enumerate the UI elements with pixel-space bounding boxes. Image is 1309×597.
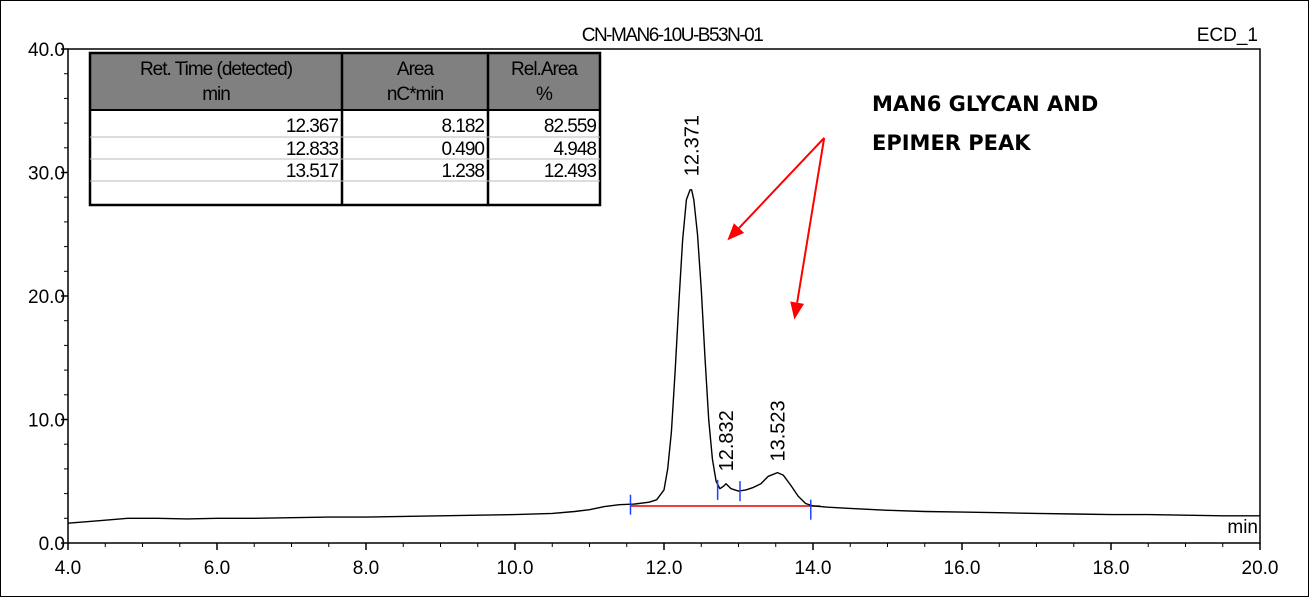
- peak-label: 12.371: [682, 115, 704, 176]
- annotation-line-1: MAN6 GLYCAN AND: [872, 92, 1098, 116]
- table-cell: 12.833: [286, 139, 339, 160]
- table-header-rel-area: Rel.Area: [511, 59, 578, 80]
- table-cell: 82.559: [544, 116, 597, 137]
- results-table: Ret. Time (detected) min Area nC*min Rel…: [88, 51, 602, 207]
- x-tick-label: 18.0: [1093, 558, 1130, 579]
- table-border: [88, 51, 602, 207]
- trace-layer: [67, 189, 1260, 524]
- table-header-area: Area: [397, 59, 435, 80]
- annotation-arrow-head: [790, 301, 805, 320]
- table-cell: 4.948: [553, 139, 596, 160]
- annotation-line-2: EPIMER PEAK: [872, 131, 1031, 155]
- table-cell: 12.493: [544, 161, 597, 182]
- y-tick-label: 10.0: [28, 411, 65, 432]
- table-cell: 12.367: [286, 116, 339, 137]
- peak-label-layer: 12.371 12.832 13.523: [682, 115, 790, 471]
- table-header-rel-area-unit: %: [536, 84, 553, 105]
- x-tick-label: 20.0: [1242, 558, 1279, 579]
- annotation: MAN6 GLYCAN AND EPIMER PEAK: [872, 92, 1098, 155]
- x-tick-label: 8.0: [353, 558, 379, 579]
- peak-marker-layer: [629, 479, 812, 520]
- x-tick-label: 4.0: [55, 558, 81, 579]
- annotation-arrow-shaft: [796, 137, 826, 303]
- x-tick-label: 12.0: [646, 558, 683, 579]
- annotation-arrow-shaft: [738, 137, 825, 229]
- x-axis-unit-label: min: [1227, 517, 1258, 538]
- table-cell: 1.238: [441, 161, 484, 182]
- table-cell: 13.517: [286, 161, 339, 182]
- axes: 4.0 6.0 8.0 10.0 12.0 14.0 16.0 18.0 20.0 0.0 10.0…: [28, 40, 1278, 579]
- table-header-area-unit: nC*min: [387, 84, 444, 105]
- table-cell: 8.182: [441, 116, 484, 137]
- table-header-ret-time-unit: min: [202, 84, 230, 105]
- plot-area: [67, 48, 1261, 544]
- x-tick-label: 10.0: [497, 558, 534, 579]
- peak-label: 12.832: [716, 410, 738, 471]
- table-cell: 0.490: [441, 139, 484, 160]
- table-header-bg: [90, 53, 600, 110]
- chromatogram-trace: [67, 189, 1260, 524]
- annotation-arrows: [727, 137, 826, 320]
- x-tick-label: 14.0: [795, 558, 832, 579]
- chart-title: CN-MAN6-10U-B53N-01: [582, 25, 763, 46]
- table-header-ret-time: Ret. Time (detected): [140, 59, 293, 80]
- x-tick-label: 6.0: [204, 558, 230, 579]
- annotation-arrow-head: [727, 223, 745, 241]
- y-tick-label: 30.0: [28, 164, 65, 185]
- y-tick-label: 20.0: [28, 287, 65, 308]
- peak-label: 13.523: [767, 400, 789, 461]
- y-tick-label: 0.0: [39, 534, 65, 555]
- channel-label: ECD_1: [1197, 25, 1258, 46]
- y-tick-label: 40.0: [28, 40, 65, 61]
- x-tick-label: 16.0: [944, 558, 981, 579]
